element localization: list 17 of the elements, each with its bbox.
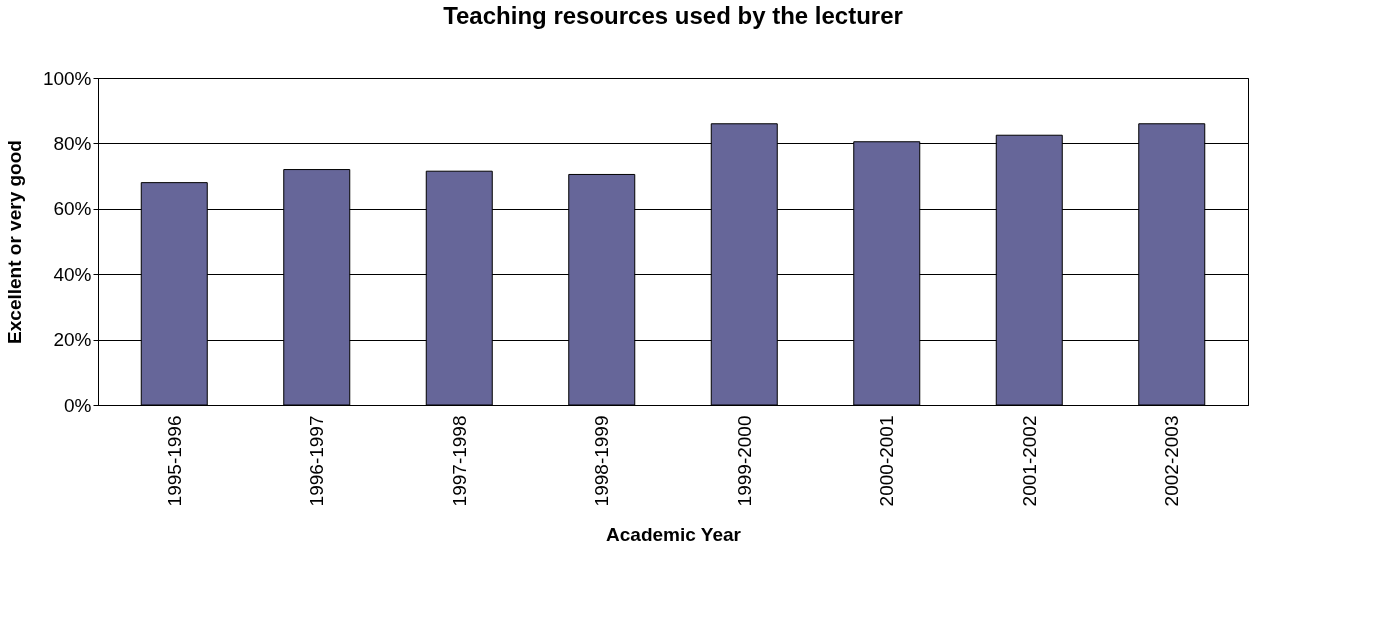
chart-title: Teaching resources used by the lecturer <box>443 2 903 29</box>
x-tick-label: 2001-2002 <box>1018 415 1040 507</box>
y-tick-label: 100% <box>42 67 92 89</box>
x-tick-label: 1998-1999 <box>591 415 613 507</box>
y-tick-label: 20% <box>53 329 92 351</box>
x-tick-label: 1995-1996 <box>163 415 185 507</box>
y-tick-label: 40% <box>53 263 92 285</box>
y-tick-label: 60% <box>53 198 92 220</box>
x-axis-title: Academic Year <box>606 524 742 546</box>
x-tick-label: 1996-1997 <box>306 415 328 507</box>
x-tick-label: 2000-2001 <box>876 415 898 507</box>
y-axis-title: Excellent or very good <box>3 140 25 344</box>
x-tick-label: 2002-2003 <box>1161 415 1183 507</box>
y-tick-label: 0% <box>64 394 92 416</box>
y-tick-label: 80% <box>53 132 92 154</box>
x-tick-label: 1997-1998 <box>448 415 470 507</box>
x-tick-label: 1999-2000 <box>733 415 755 507</box>
